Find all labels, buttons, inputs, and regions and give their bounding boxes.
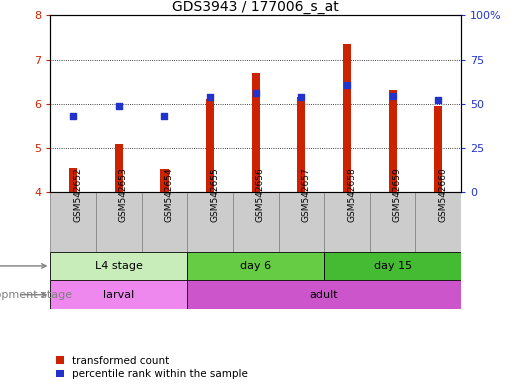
- Bar: [252, 73, 260, 192]
- Text: GSM542654: GSM542654: [164, 168, 173, 222]
- Bar: [233, 192, 279, 252]
- Text: GSM542659: GSM542659: [393, 167, 402, 222]
- Text: GSM542658: GSM542658: [347, 167, 356, 222]
- Bar: [142, 192, 187, 252]
- Bar: [161, 169, 169, 192]
- Text: adult: adult: [310, 290, 339, 300]
- Bar: [434, 106, 443, 192]
- Bar: [324, 192, 370, 252]
- Bar: [50, 192, 96, 252]
- Point: [251, 89, 260, 96]
- Bar: [50, 252, 187, 280]
- Bar: [279, 192, 324, 252]
- Text: day 15: day 15: [374, 261, 412, 271]
- Text: day 6: day 6: [240, 261, 271, 271]
- Bar: [187, 252, 324, 280]
- Text: age: age: [0, 261, 46, 271]
- Bar: [370, 192, 416, 252]
- Point: [434, 97, 443, 103]
- Text: GSM542653: GSM542653: [119, 167, 128, 222]
- Text: GSM542657: GSM542657: [302, 167, 311, 222]
- Bar: [388, 89, 397, 192]
- Text: L4 stage: L4 stage: [95, 261, 143, 271]
- Text: GSM542656: GSM542656: [255, 167, 264, 222]
- Bar: [114, 144, 123, 192]
- Bar: [69, 168, 77, 192]
- Bar: [343, 44, 351, 192]
- Bar: [50, 280, 187, 309]
- Bar: [416, 192, 461, 252]
- Point: [388, 93, 397, 99]
- Bar: [297, 97, 305, 192]
- Text: GSM542660: GSM542660: [438, 167, 447, 222]
- Bar: [96, 192, 142, 252]
- Title: GDS3943 / 177006_s_at: GDS3943 / 177006_s_at: [172, 0, 339, 14]
- Bar: [187, 280, 461, 309]
- Point: [160, 113, 169, 119]
- Text: GSM542652: GSM542652: [73, 168, 82, 222]
- Point: [69, 113, 77, 119]
- Text: GSM542655: GSM542655: [210, 167, 219, 222]
- Bar: [324, 252, 461, 280]
- Text: development stage: development stage: [0, 290, 72, 300]
- Point: [206, 94, 214, 100]
- Point: [343, 82, 351, 88]
- Text: larval: larval: [103, 290, 135, 300]
- Bar: [187, 192, 233, 252]
- Legend: transformed count, percentile rank within the sample: transformed count, percentile rank withi…: [56, 356, 248, 379]
- Point: [297, 94, 306, 100]
- Bar: [206, 99, 214, 192]
- Point: [114, 103, 123, 109]
